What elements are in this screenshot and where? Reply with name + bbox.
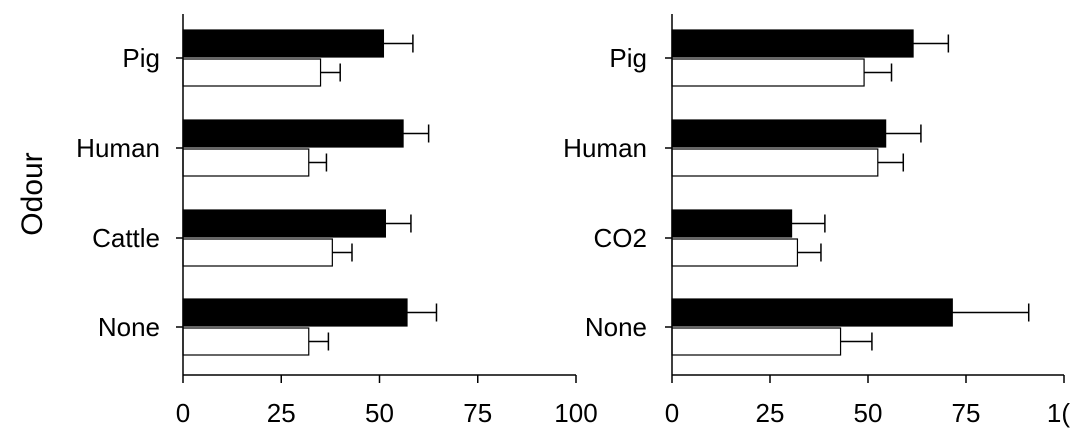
- x-tick-label-0: 0: [665, 398, 679, 428]
- y-axis-title: Odour: [16, 152, 49, 235]
- bar-black-none: [182, 298, 408, 327]
- x-tick-label-4: 100: [554, 398, 597, 428]
- x-tick-label-3: 75: [463, 398, 492, 428]
- x-tick-label-4: 1(: [1047, 398, 1070, 428]
- bar-white-co2: [671, 238, 799, 267]
- bar-white-pig: [182, 58, 322, 87]
- category-label-human: Human: [76, 133, 160, 163]
- category-label-none: None: [98, 312, 160, 342]
- x-tick-label-2: 50: [854, 398, 883, 428]
- bar-white-none: [182, 327, 310, 356]
- bar-white-human: [182, 148, 310, 177]
- chart-panel-2: Pig Human CO2 None 0 25 50 75 1(: [563, 14, 1070, 428]
- x-tick-label-3: 75: [952, 398, 981, 428]
- bar-white-cattle: [182, 238, 333, 267]
- bar-black-human: [182, 119, 404, 148]
- bar-black-pig: [182, 29, 385, 58]
- bar-black-cattle: [182, 209, 386, 238]
- x-tick-label-1: 25: [756, 398, 785, 428]
- category-label-none: None: [585, 312, 647, 342]
- bar-black-none: [671, 298, 953, 327]
- category-label-pig: Pig: [609, 43, 647, 73]
- chart-panel-1: Pig Human Cattle None 0 25 50 75 100 Odour: [16, 14, 598, 428]
- category-label-co2: CO2: [594, 223, 647, 253]
- x-tick-label-0: 0: [176, 398, 190, 428]
- category-label-human: Human: [563, 133, 647, 163]
- x-tick-label-1: 25: [267, 398, 296, 428]
- bar-black-pig: [671, 29, 914, 58]
- bar-black-human: [671, 119, 887, 148]
- bar-white-pig: [671, 58, 865, 87]
- bar-black-co2: [671, 209, 793, 238]
- category-label-pig: Pig: [122, 43, 160, 73]
- category-label-cattle: Cattle: [92, 223, 160, 253]
- bar-white-none: [671, 327, 842, 356]
- bar-white-human: [671, 148, 879, 177]
- x-tick-label-2: 50: [365, 398, 394, 428]
